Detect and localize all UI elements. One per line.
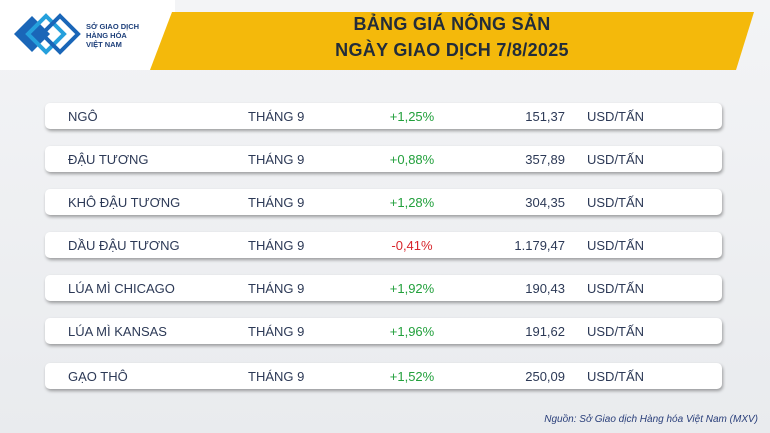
change: +1,92%: [389, 281, 435, 296]
contract-month: THÁNG 9: [248, 238, 305, 253]
change: -0,41%: [391, 238, 433, 253]
source: Nguồn: Sở Giao dịch Hàng hóa Việt Nam (M…: [544, 414, 758, 425]
price: 191,62: [525, 324, 565, 339]
unit: USD/TẤN: [587, 109, 645, 124]
unit: USD/TẤN: [587, 281, 645, 296]
change: +1,28%: [389, 195, 435, 210]
subtitle: NGÀY GIAO DỊCH 7/8/2025: [335, 40, 569, 60]
commodity: LÚA MÌ KANSAS: [68, 324, 167, 339]
table-row: GẠO THÔ THÁNG 9 +1,52% 250,09 USD/TẤN: [45, 363, 722, 389]
unit: USD/TẤN: [587, 238, 645, 253]
unit: USD/TẤN: [587, 195, 645, 210]
table-row: NGÔ THÁNG 9 +1,25% 151,37 USD/TẤN: [45, 103, 722, 129]
price: 357,89: [525, 152, 565, 167]
change: +0,88%: [389, 152, 435, 167]
price: 250,09: [525, 369, 565, 384]
logo-line: VIỆT NAM: [86, 40, 122, 49]
price: 151,37: [525, 109, 565, 124]
logo-icon: [14, 13, 81, 55]
price: 190,43: [525, 281, 565, 296]
logo-line: SỞ GIAO DỊCH: [86, 22, 140, 31]
price: 1.179,47: [514, 238, 565, 253]
change: +1,25%: [389, 109, 435, 124]
logo-line: HÀNG HÓA: [86, 31, 127, 40]
commodity: GẠO THÔ: [68, 369, 128, 384]
contract-month: THÁNG 9: [248, 109, 305, 124]
unit: USD/TẤN: [587, 324, 645, 339]
commodity: DẦU ĐẬU TƯƠNG: [68, 238, 180, 253]
table-row: KHÔ ĐẬU TƯƠNG THÁNG 9 +1,28% 304,35 USD/TẤN: [45, 189, 722, 215]
contract-month: THÁNG 9: [248, 195, 305, 210]
table-row: LÚA MÌ KANSAS THÁNG 9 +1,96% 191,62 USD/TẤN: [45, 318, 722, 344]
logo-area: SỞ GIAO DỊCH HÀNG HÓA VIỆT NAM: [0, 0, 175, 70]
commodity: NGÔ: [68, 109, 98, 124]
logo-text: SỞ GIAO DỊCH HÀNG HÓA VIỆT NAM: [86, 22, 139, 49]
table-row: DẦU ĐẬU TƯƠNG THÁNG 9 -0,41% 1.179,47 USD/TẤ…: [45, 232, 722, 258]
contract-month: THÁNG 9: [248, 369, 305, 384]
commodity: ĐẬU TƯƠNG: [68, 152, 149, 167]
change: +1,96%: [389, 324, 435, 339]
contract-month: THÁNG 9: [248, 152, 305, 167]
unit: USD/TẤN: [587, 369, 645, 384]
price: 304,35: [525, 195, 565, 210]
unit: USD/TẤN: [587, 152, 645, 167]
table-row: LÚA MÌ CHICAGO THÁNG 9 +1,92% 190,43 USD/TẤN: [45, 275, 722, 301]
table-row: ĐẬU TƯƠNG THÁNG 9 +0,88% 357,89 USD/TẤN: [45, 146, 722, 172]
change: +1,52%: [389, 369, 435, 384]
commodity: KHÔ ĐẬU TƯƠNG: [68, 195, 181, 210]
title: BẢNG GIÁ NÔNG SẢN: [353, 14, 551, 34]
commodity: LÚA MÌ CHICAGO: [68, 281, 175, 296]
contract-month: THÁNG 9: [248, 281, 305, 296]
contract-month: THÁNG 9: [248, 324, 305, 339]
title-banner: [150, 12, 754, 70]
